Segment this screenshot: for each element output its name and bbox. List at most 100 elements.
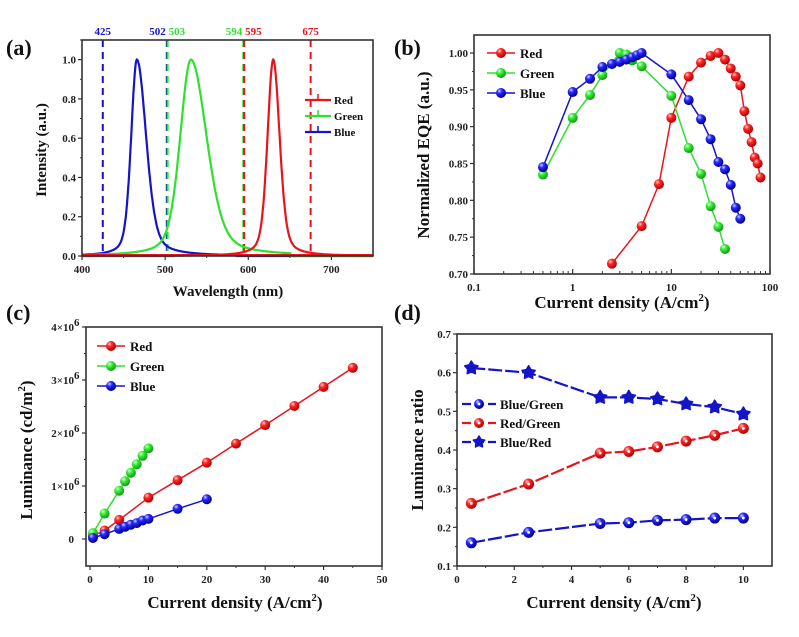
legend-item-red: Red [487,46,543,61]
data-point-star [463,360,479,375]
data-point [523,526,535,538]
y-tick-label: 0.2 [437,522,451,534]
x-tick-label: 400 [74,264,91,276]
data-point [636,48,647,58]
data-point [651,514,663,526]
legend-label: Green [520,66,555,81]
data-point [720,54,731,65]
marker-center-dot [469,501,473,505]
data-point [585,73,596,84]
data-point [696,168,707,179]
data-point [465,537,477,549]
data-point [318,381,329,392]
panel-c-xlabel-main: Current density (A/cm [147,593,311,612]
data-point [730,71,741,82]
boundary-label: 503 [169,26,186,38]
legend-label: Red [334,95,353,107]
marker-center-dot [656,445,659,449]
data-point [597,70,608,81]
data-point [114,485,125,496]
data-point [465,497,477,509]
panel-d-xlabel-end: ) [696,593,702,612]
panel-label-c: (c) [6,300,30,325]
data-point [720,243,731,254]
panel-b-xlabel: Current density (A/cm2) [534,292,709,312]
y-tick-label: 1.0 [62,55,76,67]
series-blue [537,48,746,224]
data-point [120,476,131,487]
data-point [143,492,154,503]
data-point [752,158,763,169]
spectrum-line-green [82,58,373,258]
data-point [201,494,212,505]
legend-marker [106,341,116,351]
legend-marker [106,361,116,371]
boundary-label: 502 [149,26,166,38]
data-point [705,134,716,145]
data-point-star [621,389,637,404]
legend-item-green: Green [305,110,363,123]
marker-center-dot [477,402,481,406]
data-point [537,162,548,173]
y-tick-label: 0.7 [437,329,451,341]
x-tick-label: 10 [666,282,678,294]
data-point [680,514,692,526]
panel-a-ylabel: Intensity (a.u.) [34,103,50,197]
y-tick-label: 0.8 [62,94,76,106]
legend-item-blue-red: Blue/Red [462,435,552,450]
data-point-star [521,364,536,380]
y-tick-label: 0.4 [62,172,76,184]
legend-item-green: Green [97,359,165,374]
panel-c-ylabel-sup: 2 [16,386,28,392]
data-point [683,143,694,154]
marker-center-dot [598,451,602,455]
panel-c-xlabel: Current density (A/cm2) [147,592,322,612]
series-line [471,517,744,544]
data-point [725,179,736,190]
boundary-label: 595 [245,26,262,38]
panel-b-xlabel-main: Current density (A/cm [534,293,698,312]
y-tick-label: 4×10 [51,322,74,334]
y-tick-label: 0.90 [449,122,469,134]
x-tick-label: 8 [683,574,689,586]
panel-d-ylabel: Luminance ratio [408,389,427,510]
marker-center-dot [684,439,688,443]
data-point [735,80,746,91]
legend-label: Blue/Red [500,435,552,450]
data-point [606,258,617,269]
legend-item-blue-green: Blue/Green [462,397,564,412]
marker-center-dot [598,522,602,525]
data-point [143,513,154,524]
data-point [636,61,647,72]
y-tick-label: 0 [69,534,75,546]
legend-item-blue: Blue [97,379,156,394]
data-point [114,514,125,525]
data-point [730,202,741,213]
legend-label: Blue [334,127,356,139]
x-tick-label: 10 [143,574,155,586]
marker-center-dot [741,516,745,520]
data-point [137,450,148,461]
series-red [87,362,358,541]
y-tick-label: 0.75 [449,232,469,244]
axes-frame [473,34,771,275]
series-green [537,48,731,254]
series-blue-red [463,360,751,421]
x-tick-label: 600 [240,264,257,276]
marker-center-dot [656,518,659,522]
legend-item-green: Green [487,66,555,81]
panel-a-spectra: (a) 400 500 600 700 0.0 0.2 0.4 0.6 0.8 1.0 425 502… [6,26,374,300]
x-tick-label: 40 [318,574,330,586]
axes-frame [81,39,374,257]
legend-item-red: Red [97,339,153,354]
panel-d-ratio: (d) 0 2 4 6 8 10 0.1 0.2 0.3 0.4 0.5 0.6 0.7 Blue/Gre… [394,300,773,612]
y-tick-label: 0.4 [437,445,451,457]
data-point [683,95,694,106]
panel-label-a: (a) [6,35,32,60]
data-point [99,508,110,519]
data-point [696,114,707,125]
y-tick-label: 0.0 [62,251,76,263]
data-point [746,137,757,148]
panel-a-xlabel: Wavelength (nm) [173,284,283,300]
data-point [666,69,677,80]
